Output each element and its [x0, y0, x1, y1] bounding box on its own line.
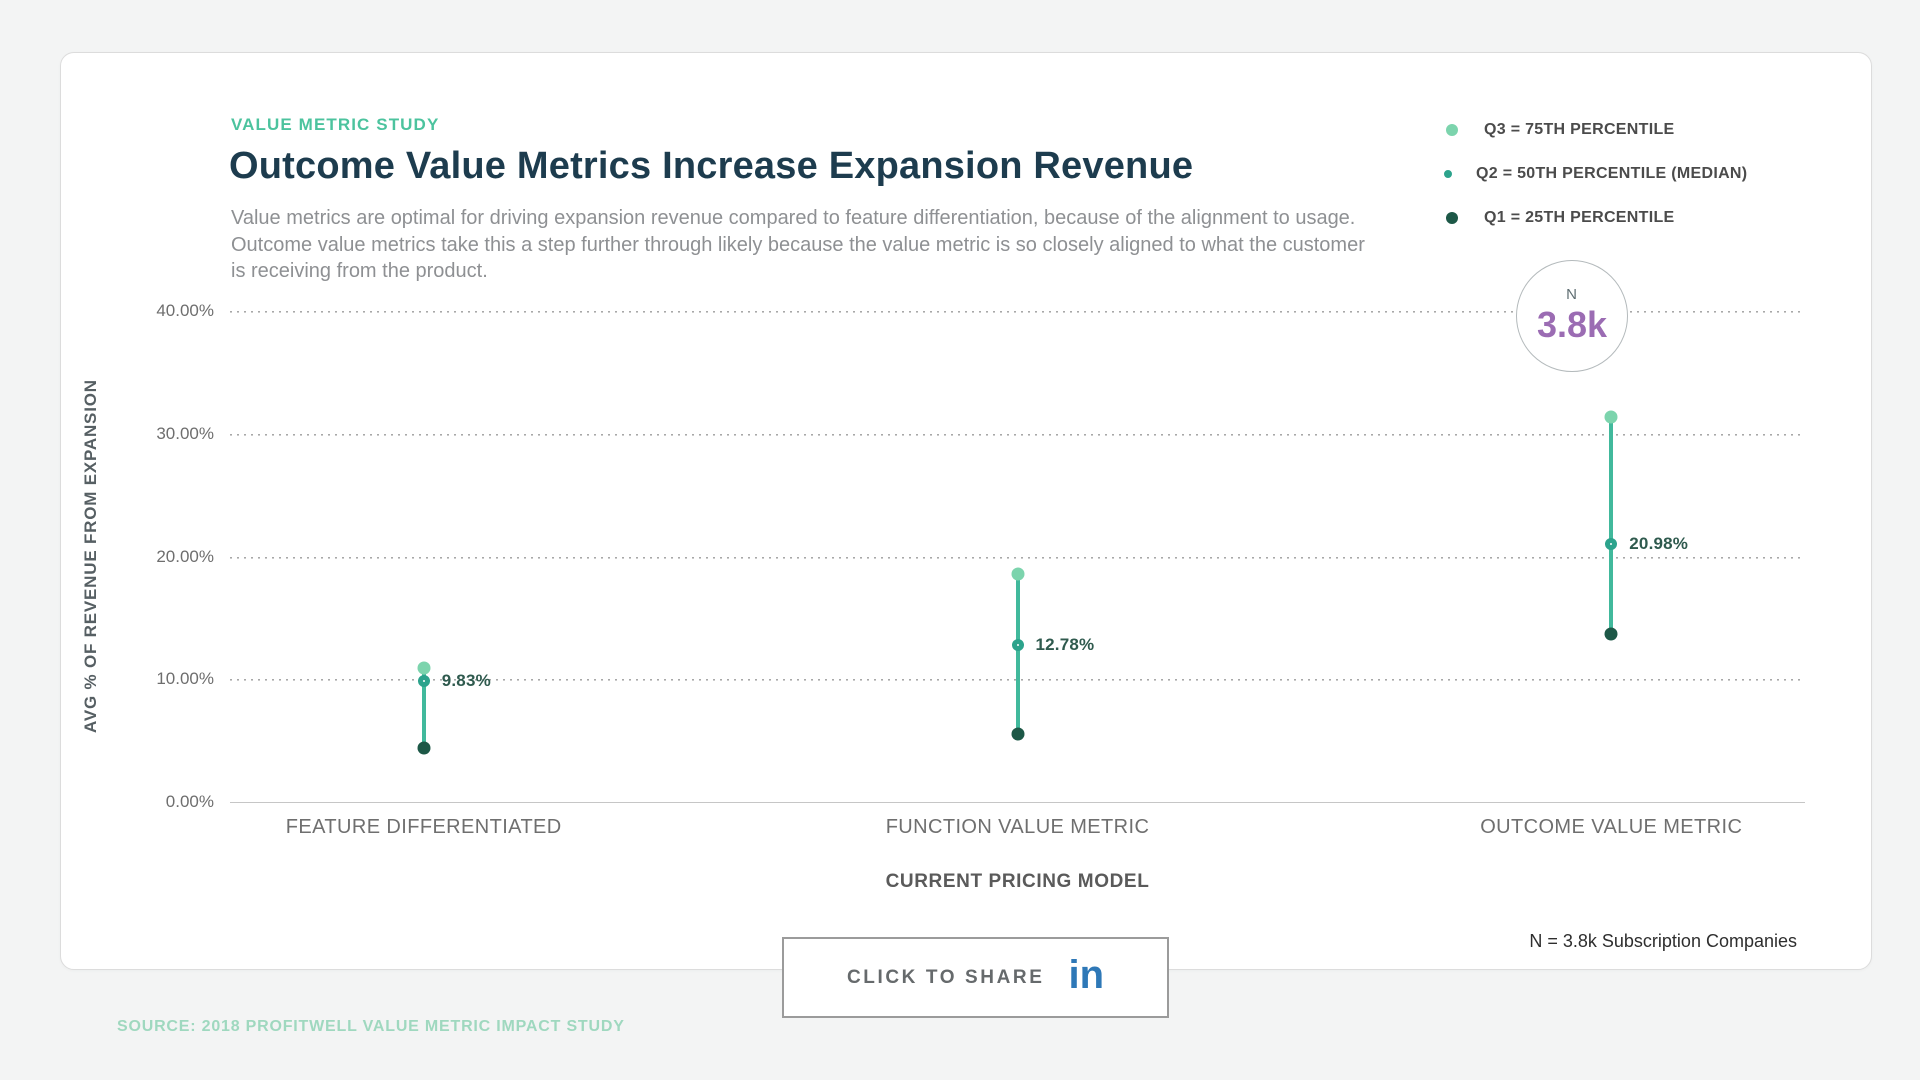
median-value-label: 12.78%	[1035, 635, 1095, 655]
chart-description: Value metrics are optimal for driving ex…	[231, 207, 1365, 283]
sample-note: N = 3.8k Subscription Companies	[1529, 931, 1797, 951]
category-label: FUNCTION VALUE METRIC	[885, 816, 1150, 838]
y-tick-label: 30.00%	[156, 423, 214, 443]
range-line	[421, 668, 426, 748]
category-label: OUTCOME VALUE METRIC	[1480, 816, 1743, 838]
median-marker	[1605, 538, 1618, 551]
sample-size-badge: N 3.8k	[1516, 260, 1628, 372]
gridline	[230, 311, 1805, 313]
q2-ring-icon	[1444, 170, 1452, 178]
page-title: Outcome Value Metrics Increase Expansion…	[229, 145, 1194, 187]
y-tick-label: 40.00%	[156, 301, 214, 320]
median-marker	[1011, 639, 1024, 652]
category-label: FEATURE DIFFERENTIATED	[285, 816, 562, 838]
eyebrow-label: VALUE METRIC STUDY	[231, 115, 440, 134]
legend: Q3 = 75TH PERCENTILE Q2 = 50TH PERCENTIL…	[1444, 115, 1748, 233]
legend-item-q3: Q3 = 75TH PERCENTILE	[1446, 115, 1747, 145]
linkedin-icon[interactable]: in	[1068, 952, 1105, 997]
source-text: SOURCE: 2018 PROFITWELL VALUE METRIC IMP…	[117, 1018, 625, 1035]
chart-card: VALUE METRIC STUDY Outcome Value Metrics…	[60, 52, 1872, 1018]
range-line	[1015, 573, 1020, 735]
q1-marker	[417, 741, 431, 755]
x-axis-title: CURRENT PRICING MODEL	[885, 871, 1150, 892]
q1-marker	[1604, 627, 1618, 641]
y-tick-label: 20.00%	[156, 546, 214, 566]
y-axis-title: AVG % OF REVENUE FROM EXPANSION	[81, 379, 100, 734]
q3-marker	[417, 661, 431, 675]
gridline	[230, 433, 1805, 436]
y-tick-label: 10.00%	[156, 669, 214, 689]
q1-dot-icon	[1446, 212, 1458, 224]
badge-n-label: N	[1566, 286, 1578, 303]
gridline	[230, 802, 1805, 803]
legend-item-q2: Q2 = 50TH PERCENTILE (MEDIAN)	[1444, 159, 1748, 189]
q3-dot-icon	[1446, 124, 1458, 136]
share-button-label: CLICK TO SHARE	[846, 966, 1045, 988]
legend-item-q1: Q1 = 25TH PERCENTILE	[1446, 203, 1747, 233]
legend-label-q1: Q1 = 25TH PERCENTILE	[1484, 209, 1675, 226]
badge-value: 3.8k	[1536, 304, 1608, 345]
legend-label-q2: Q2 = 50TH PERCENTILE (MEDIAN)	[1476, 165, 1748, 182]
median-marker	[417, 675, 430, 688]
gridline	[230, 556, 1805, 559]
q3-marker	[1011, 567, 1024, 581]
legend-label-q3: Q3 = 75TH PERCENTILE	[1484, 121, 1675, 138]
q3-marker	[1604, 410, 1618, 424]
y-tick-label: 0.00%	[165, 792, 214, 811]
median-value-label: 9.83%	[441, 671, 491, 691]
median-value-label: 20.98%	[1629, 534, 1689, 554]
share-button[interactable]: CLICK TO SHARE in	[782, 937, 1169, 1018]
q1-marker	[1011, 727, 1024, 741]
range-line	[1609, 416, 1614, 634]
plot-area: 0.00% 10.00% 20.00% 30.00% 40.00% 9.83% FEATUR…	[156, 301, 1805, 838]
